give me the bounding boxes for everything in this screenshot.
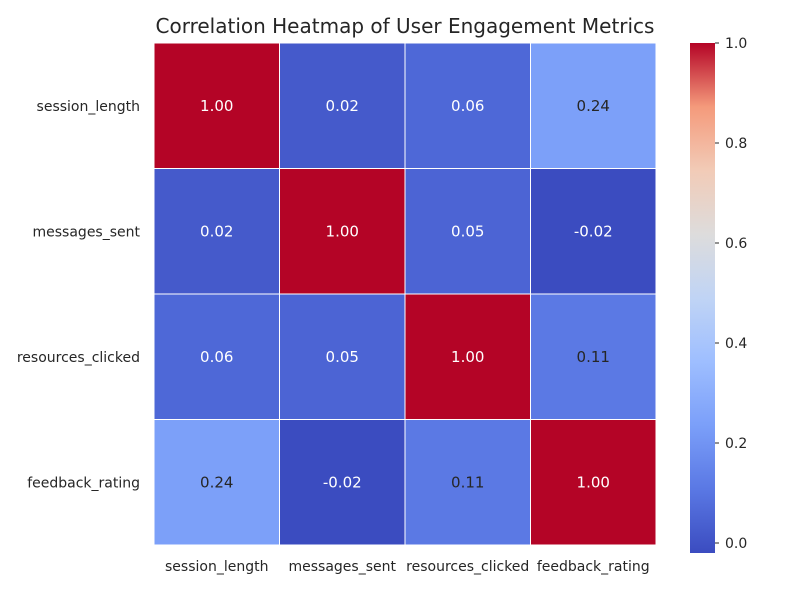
colorbar-tick-label: 0.0 [725, 536, 747, 552]
cell-value-label: -0.02 [574, 222, 613, 240]
heatmap-cell [153, 168, 280, 295]
heatmap-cell [279, 168, 406, 295]
cell-value-label: 0.11 [451, 473, 484, 491]
heatmap-cells: 1.00 0.02 0.06 0.24 0.02 1.00 0.05 -0.02 0.06 0.0… [153, 42, 657, 546]
colorbar-tick-label: 0.6 [725, 236, 747, 252]
y-tick-label: resources_clicked [17, 350, 140, 366]
colorbar [690, 43, 715, 553]
y-axis-labels: session_length messages_sent resources_cli… [17, 99, 141, 492]
cell-value-label: 0.06 [451, 97, 484, 115]
heatmap-cell [279, 42, 406, 169]
y-tick-label: feedback_rating [27, 475, 140, 491]
heatmap-cell [530, 168, 657, 295]
colorbar-ticks: 0.0 0.2 0.4 0.6 0.8 1.0 [715, 36, 747, 552]
cell-value-label: 0.02 [326, 97, 359, 115]
colorbar-tick-label: 1.0 [725, 36, 747, 52]
cell-value-label: 1.00 [200, 97, 233, 115]
colorbar-tick-label: 0.4 [725, 336, 747, 352]
heatmap-cell [153, 419, 280, 546]
heatmap-cell [530, 42, 657, 169]
chart-title: Correlation Heatmap of User Engagement M… [156, 14, 655, 38]
x-tick-label: session_length [165, 559, 268, 575]
cell-value-label: 1.00 [326, 222, 359, 240]
heatmap-cell [279, 293, 406, 420]
x-axis-labels: session_length messages_sent resources_cli… [165, 559, 650, 575]
cell-value-label: 0.24 [577, 97, 610, 115]
heatmap-cell [530, 419, 657, 546]
heatmap-cell [153, 42, 280, 169]
colorbar-tick-label: 0.8 [725, 136, 747, 152]
cell-value-label: 0.05 [451, 222, 484, 240]
y-tick-label: session_length [37, 99, 140, 115]
cell-value-label: 0.02 [200, 222, 233, 240]
heatmap-cell [404, 419, 531, 546]
x-tick-label: feedback_rating [537, 559, 650, 575]
colorbar-tick-label: 0.2 [725, 436, 747, 452]
heatmap-cell [404, 42, 531, 169]
y-tick-label: messages_sent [33, 224, 141, 240]
heatmap-cell [530, 293, 657, 420]
cell-value-label: -0.02 [323, 473, 362, 491]
cell-value-label: 1.00 [577, 473, 610, 491]
heatmap-cell [279, 419, 406, 546]
cell-value-label: 1.00 [451, 348, 484, 366]
cell-value-label: 0.05 [326, 348, 359, 366]
cell-value-label: 0.06 [200, 348, 233, 366]
x-tick-label: messages_sent [289, 559, 397, 575]
cell-value-label: 0.24 [200, 473, 233, 491]
x-tick-label: resources_clicked [406, 559, 529, 575]
cell-value-label: 0.11 [577, 348, 610, 366]
